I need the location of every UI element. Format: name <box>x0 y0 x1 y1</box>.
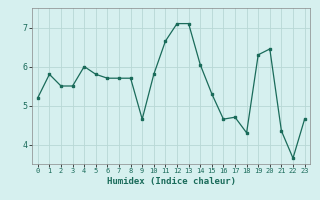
X-axis label: Humidex (Indice chaleur): Humidex (Indice chaleur) <box>107 177 236 186</box>
